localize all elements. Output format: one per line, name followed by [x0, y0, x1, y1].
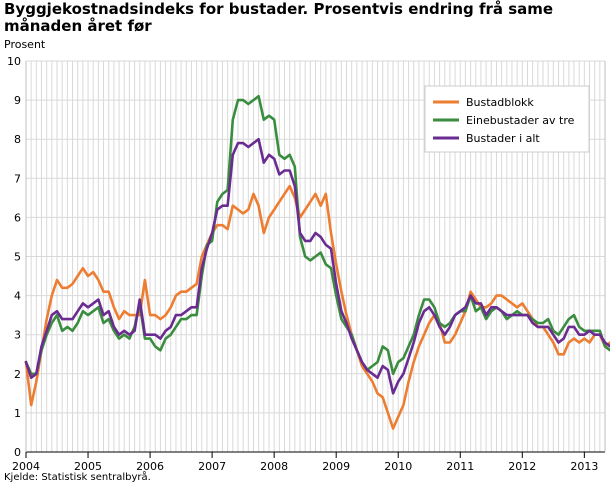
chart-title: Byggjekostnadsindeks for bustader. Prose… — [4, 0, 554, 35]
source-note: Kjelde: Statistisk sentralbyrå. — [4, 472, 151, 483]
series-line-bustader-i-alt — [24, 137, 610, 395]
x-tick-label: 2011 — [446, 460, 474, 473]
legend-label: Einebustader av tre — [466, 114, 575, 127]
x-tick-label: 2004 — [12, 460, 40, 473]
y-tick-label: 10 — [7, 55, 21, 68]
x-tick-label: 2009 — [322, 460, 350, 473]
y-tick-label: 5 — [14, 251, 21, 264]
legend-label: Bustadblokk — [466, 96, 534, 109]
y-axis-label: Prosent — [4, 38, 46, 51]
y-tick-label: 9 — [14, 94, 21, 107]
legend: Bustadblokk Einebustader av tre Bustader i… — [424, 85, 590, 153]
y-tick-label: 0 — [14, 446, 21, 459]
legend-label: Bustader i alt — [466, 132, 540, 145]
x-tick-label: 2013 — [570, 460, 598, 473]
y-tick-label: 1 — [14, 407, 21, 420]
y-tick-label: 8 — [14, 133, 21, 146]
y-tick-label: 3 — [14, 329, 21, 342]
y-tick-label: 2 — [14, 368, 21, 381]
x-tick-label: 2007 — [198, 460, 226, 473]
x-tick-labels: 2004 2005 2006 2007 2008 2009 2010 2011 2012 2013 — [12, 452, 598, 473]
y-tick-label: 6 — [14, 211, 21, 224]
y-tick-labels: 0 1 2 3 4 5 6 7 8 9 10 — [7, 55, 21, 459]
x-tick-label: 2010 — [384, 460, 412, 473]
series-line-bustadblokk — [24, 184, 610, 430]
x-tick-label: 2006 — [136, 460, 164, 473]
x-tick-label: 2012 — [508, 460, 536, 473]
y-tick-label: 7 — [14, 172, 21, 185]
y-tick-label: 4 — [14, 290, 21, 303]
x-tick-label: 2005 — [74, 460, 102, 473]
series-lines — [24, 94, 610, 430]
x-tick-label: 2008 — [260, 460, 288, 473]
